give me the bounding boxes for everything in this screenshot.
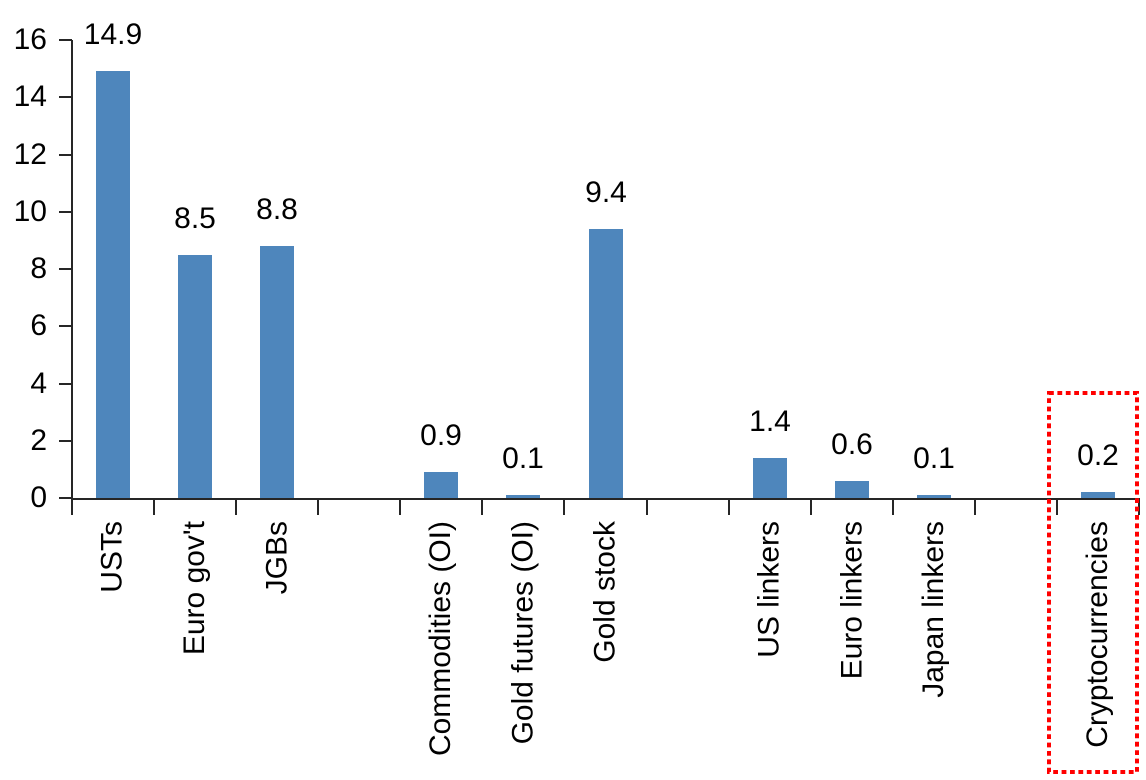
category-label: USTs bbox=[96, 521, 129, 593]
x-axis-tick bbox=[728, 498, 730, 515]
x-axis-tick bbox=[810, 498, 812, 515]
y-axis-tick bbox=[59, 210, 72, 213]
x-axis-tick bbox=[646, 498, 648, 515]
bar bbox=[96, 71, 130, 498]
y-axis-tick bbox=[59, 325, 72, 328]
x-axis-tick bbox=[892, 498, 894, 515]
x-axis-tick bbox=[71, 498, 73, 515]
data-label: 0.2 bbox=[1077, 439, 1119, 472]
bar bbox=[835, 481, 869, 498]
y-axis-tick-label: 6 bbox=[30, 309, 47, 343]
category-label: Euro linkers bbox=[835, 521, 868, 680]
bar bbox=[260, 246, 294, 498]
highlight-box bbox=[1047, 391, 1139, 774]
y-axis-tick bbox=[59, 382, 72, 385]
data-label: 1.4 bbox=[749, 405, 791, 438]
bar bbox=[589, 229, 623, 498]
x-axis-tick bbox=[399, 498, 401, 515]
x-axis-tick bbox=[153, 498, 155, 515]
bar bbox=[178, 255, 212, 498]
bar bbox=[506, 495, 540, 498]
data-label: 9.4 bbox=[585, 176, 627, 209]
category-label: Euro gov't bbox=[178, 521, 211, 656]
data-label: 8.8 bbox=[256, 193, 298, 226]
x-axis-tick bbox=[563, 498, 565, 515]
category-label: US linkers bbox=[753, 521, 786, 658]
y-axis-tick bbox=[59, 153, 72, 156]
x-axis-tick bbox=[1138, 498, 1140, 515]
highlight-rect bbox=[1047, 391, 1139, 774]
data-label: 0.6 bbox=[831, 428, 873, 461]
data-label: 8.5 bbox=[174, 202, 216, 235]
x-axis-line bbox=[71, 498, 1140, 500]
category-label: JGBs bbox=[260, 521, 293, 595]
y-axis-tick-label: 0 bbox=[30, 481, 47, 514]
x-axis-tick bbox=[317, 498, 319, 515]
y-axis-tick bbox=[59, 39, 72, 41]
y-axis-tick-label: 14 bbox=[13, 80, 47, 114]
y-axis-tick bbox=[59, 268, 72, 270]
x-axis-tick bbox=[1056, 498, 1058, 515]
x-axis-tick bbox=[235, 498, 237, 515]
y-axis-tick-label: 8 bbox=[30, 252, 47, 285]
data-label: 0.1 bbox=[913, 442, 955, 475]
y-axis-line bbox=[71, 40, 73, 500]
x-axis-tick bbox=[974, 498, 976, 515]
category-label: Gold futures (OI) bbox=[506, 521, 539, 745]
bar bbox=[424, 472, 458, 498]
y-axis-tick bbox=[59, 96, 72, 99]
data-label: 14.9 bbox=[83, 18, 143, 51]
category-label: Japan linkers bbox=[917, 521, 950, 698]
y-axis-tick-label: 2 bbox=[30, 423, 47, 457]
y-axis-tick-label: 12 bbox=[13, 137, 47, 171]
bar bbox=[917, 495, 951, 498]
y-axis-tick-label: 16 bbox=[13, 23, 47, 56]
y-axis-tick-label: 4 bbox=[30, 366, 47, 400]
category-label: Commodities (OI) bbox=[424, 521, 457, 757]
data-label: 0.9 bbox=[420, 419, 462, 452]
x-axis-tick bbox=[481, 498, 483, 515]
category-label: Gold stock bbox=[589, 521, 622, 663]
bar bbox=[753, 458, 787, 498]
y-axis-tick bbox=[59, 439, 72, 442]
data-label: 0.1 bbox=[502, 442, 544, 475]
y-axis-tick-label: 10 bbox=[13, 194, 47, 228]
y-axis-tick bbox=[59, 497, 72, 499]
bar bbox=[1081, 492, 1115, 498]
